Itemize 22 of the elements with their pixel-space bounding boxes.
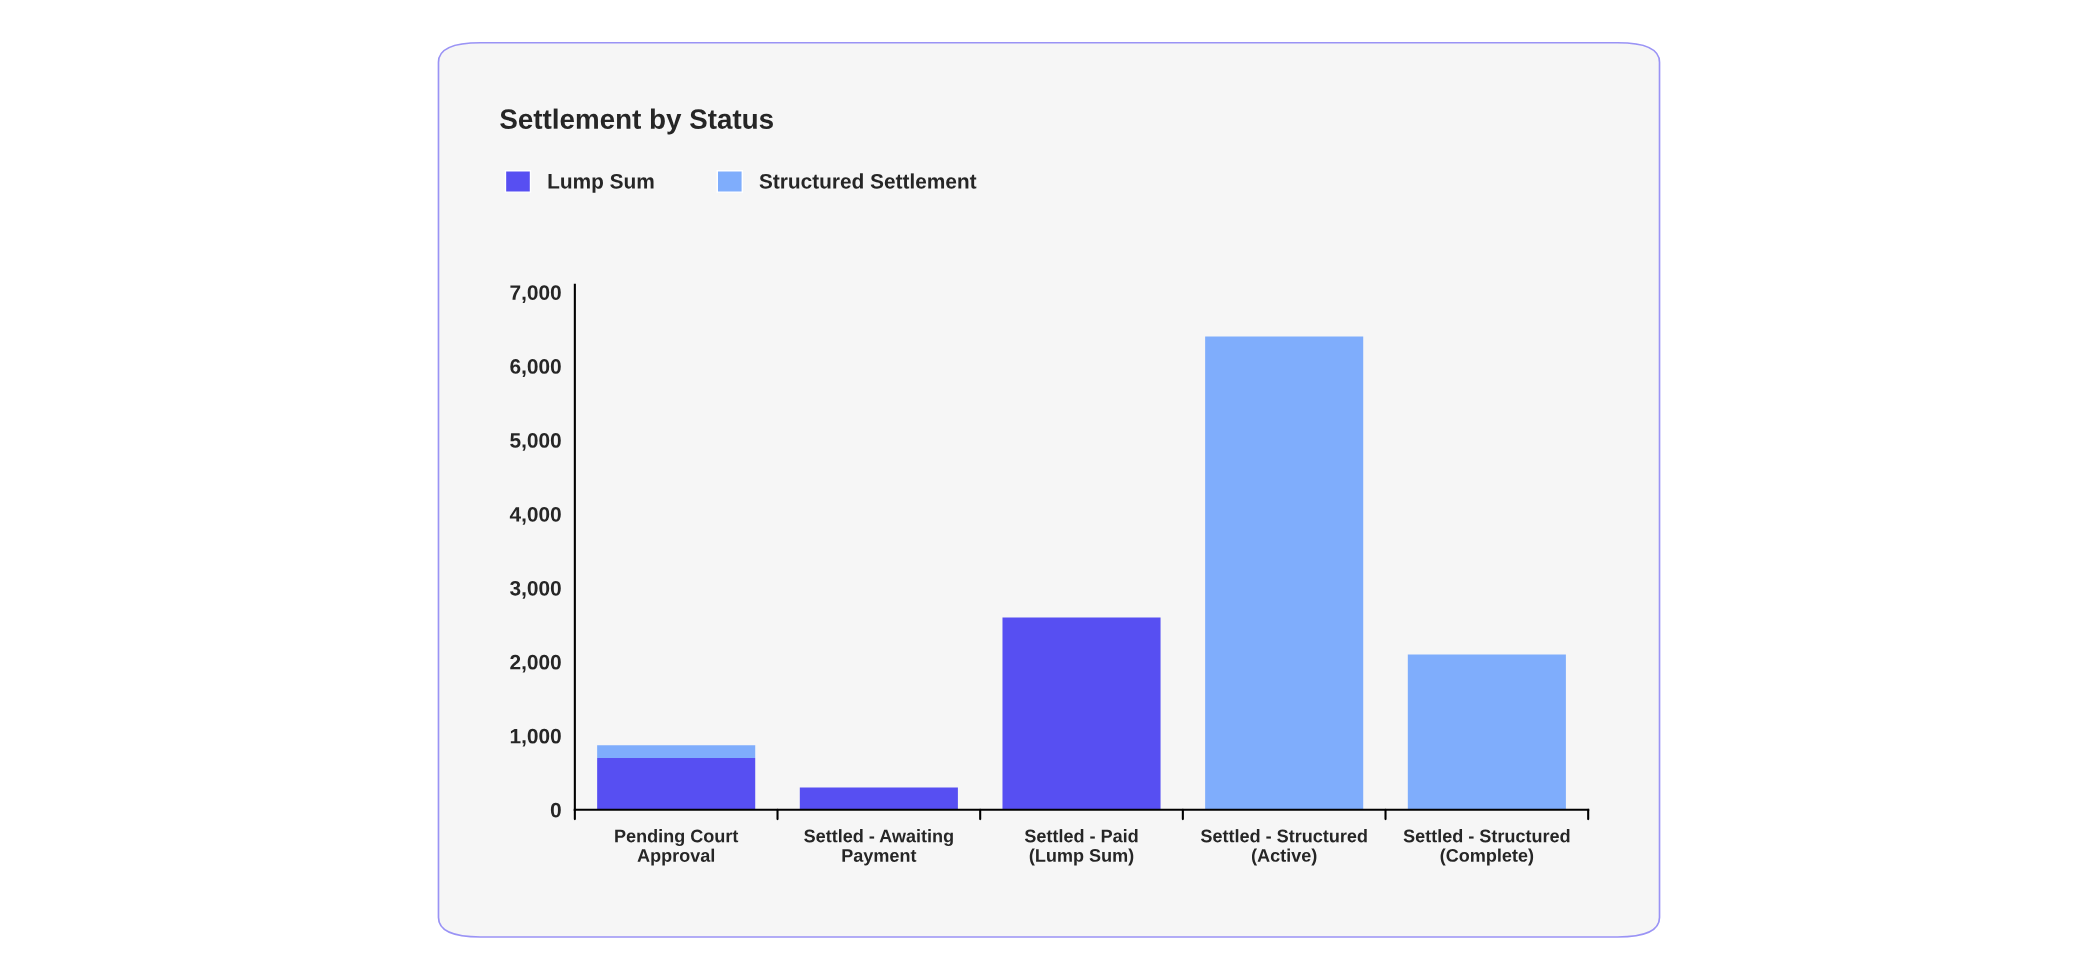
bar xyxy=(1205,336,1364,810)
x-tick-label: Pending Court Approval xyxy=(615,829,739,866)
y-tick-label: 7,000 xyxy=(510,285,561,303)
y-tick-label: 1,000 xyxy=(510,728,561,747)
bar xyxy=(597,757,756,810)
legend-label: Lump Sum xyxy=(548,173,654,193)
legend-label: Structured Settlement xyxy=(759,173,977,189)
y-tick-label: 5,000 xyxy=(510,433,561,451)
y-tick-label: 2,000 xyxy=(510,654,561,673)
chart-title: Settlement by Status xyxy=(500,108,773,135)
x-tick-label: Settled - Awaiting Payment xyxy=(804,829,953,866)
y-tick-label: 4,000 xyxy=(509,506,561,525)
bar xyxy=(799,787,958,810)
y-tick-label: 3,000 xyxy=(510,580,561,599)
x-tick-label: Settled - Structured (Active) xyxy=(1200,829,1367,866)
y-tick-label: 6,000 xyxy=(510,359,561,377)
bar xyxy=(597,745,756,758)
x-tick-label: Settled - Paid (Lump Sum) xyxy=(1024,829,1138,866)
bar xyxy=(1407,654,1566,810)
y-tick-label: 0 xyxy=(550,802,561,818)
x-tick-label: Settled - Structured (Complete) xyxy=(1403,829,1570,866)
bar xyxy=(1002,617,1161,810)
